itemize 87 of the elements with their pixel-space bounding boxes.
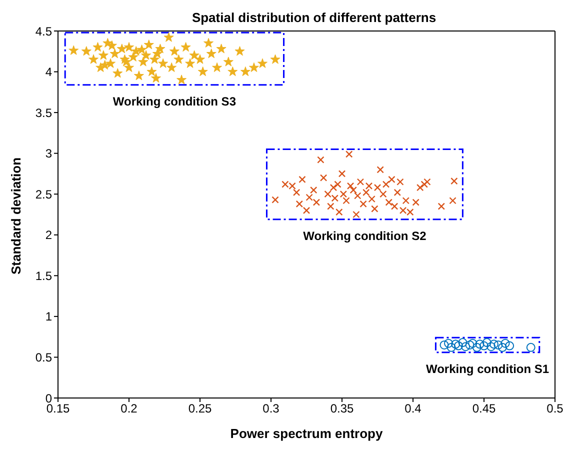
point [185,58,196,68]
point [498,342,507,352]
point [92,42,103,52]
point [121,56,132,66]
point [174,54,184,64]
point [526,342,536,352]
annotation: Working condition S2 [303,228,427,243]
point [131,46,142,56]
point [228,66,238,76]
point [100,60,110,70]
point [110,48,120,58]
x-tick-label: 0.25 [188,402,212,416]
y-tick-label: 4 [45,65,52,80]
y-tick-label: 3 [45,146,52,161]
point [234,46,245,56]
point [505,341,514,350]
point [212,62,222,72]
point [155,44,166,54]
point [451,340,460,349]
point [257,58,268,68]
point [136,44,147,54]
y-tick-label: 1 [45,310,52,324]
point [204,38,214,48]
point [198,66,208,76]
y-tick-label: 1.5 [35,268,52,283]
y-tick-label: 4.5 [35,24,52,38]
point [472,342,482,352]
point [482,338,492,348]
point [248,62,259,72]
annotation: Working condition S3 [112,94,236,108]
x-tick-label: 0.5 [546,402,564,416]
point [158,58,168,68]
point [146,66,157,76]
point [440,340,449,350]
point [206,48,216,58]
point [454,341,463,350]
point [164,32,174,42]
point [189,50,200,60]
point [166,62,177,72]
point [500,338,510,348]
point [98,50,108,60]
point [106,58,116,68]
point [494,340,503,350]
y-tick-label: 3.5 [35,106,52,120]
y-tick-label: 2.5 [35,187,52,202]
point [480,341,488,350]
point [461,342,470,352]
point [144,40,154,50]
point [150,73,161,83]
point [134,70,144,80]
point [489,340,498,349]
point [138,56,148,66]
point [150,54,160,64]
point [444,338,453,348]
y-tick-label: 2 [45,228,52,242]
point [270,54,280,64]
point [486,342,496,352]
annotation: Working condition S1 [426,362,550,376]
point [141,50,152,60]
chart-title: Spatial distribution of different patterns [190,10,438,25]
point [81,46,92,56]
point [194,54,206,64]
x-tick-label: 0.2 [120,402,138,416]
point [475,340,484,349]
x-tick-label: 0.45 [472,402,496,416]
point [223,56,234,66]
x-tick-label: 0.35 [330,402,354,416]
y-axis-title: Standard deviation [8,157,24,274]
point [176,74,187,84]
y-tick-label: 0.5 [35,350,52,364]
point [180,42,191,52]
point [446,342,456,352]
point [465,340,474,350]
point [216,44,226,54]
point [124,42,134,52]
point [112,68,123,78]
point [88,54,99,64]
x-axis-title: Power spectrum entropy [230,426,384,441]
point [116,44,127,54]
point [68,45,79,55]
point [169,46,180,56]
point [458,338,468,348]
point [240,66,250,76]
point [124,62,134,72]
point [468,338,478,348]
x-tick-label: 0.4 [404,402,422,416]
x-tick-label: 0.3 [262,402,280,416]
